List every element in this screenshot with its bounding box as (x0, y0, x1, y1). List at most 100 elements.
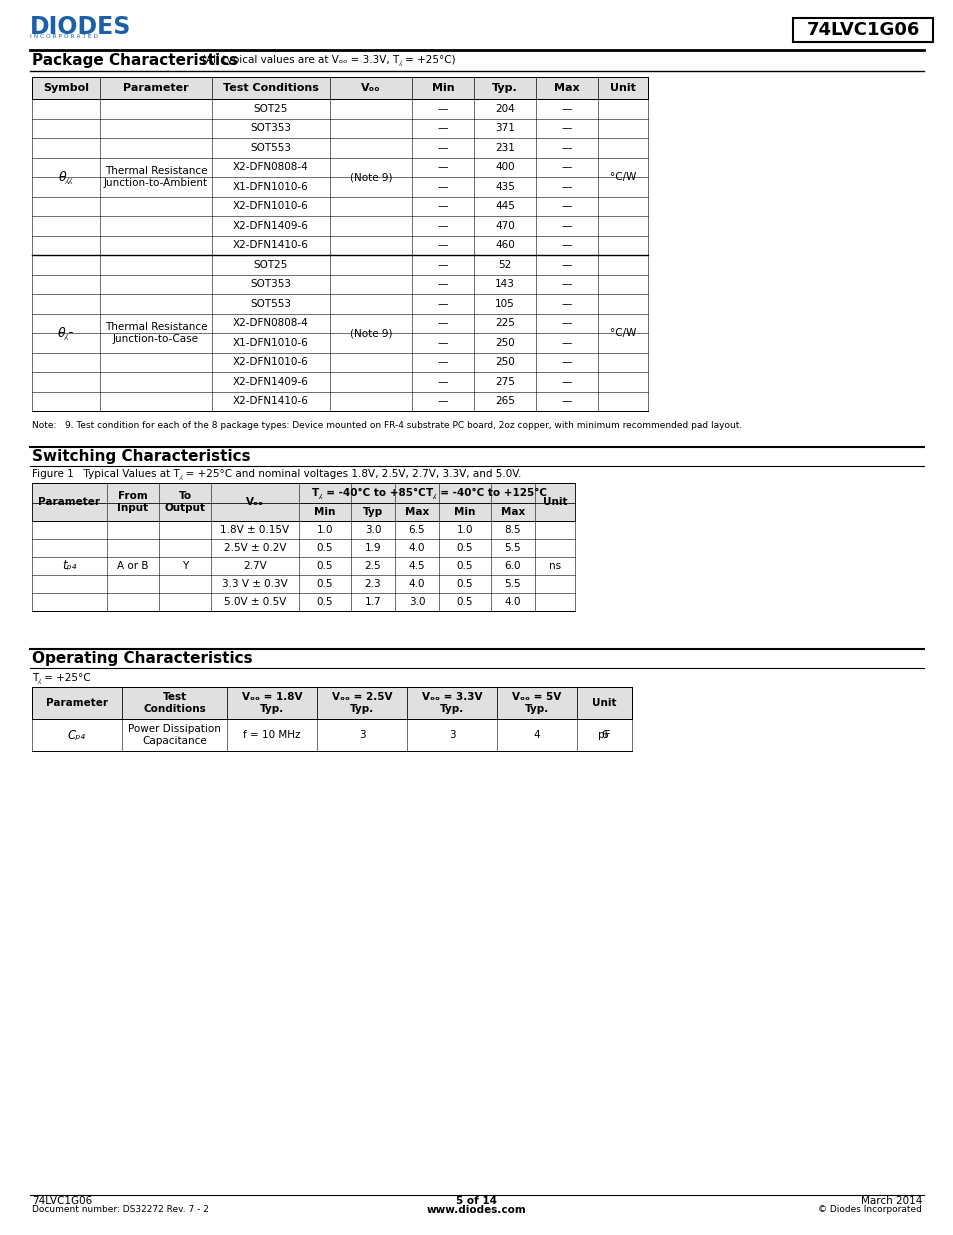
Text: —: — (437, 357, 448, 367)
Text: 3.3 V ± 0.3V: 3.3 V ± 0.3V (222, 579, 288, 589)
Text: Typ.: Typ. (492, 83, 517, 93)
Bar (32, 687, 631, 719)
Text: 3.0: 3.0 (408, 597, 425, 606)
Text: Y: Y (182, 561, 188, 571)
Text: X1-DFN1010-6: X1-DFN1010-6 (233, 337, 309, 348)
Text: Cₚ₄: Cₚ₄ (68, 729, 86, 741)
Text: Typ: Typ (362, 508, 383, 517)
Text: SOT25: SOT25 (253, 259, 288, 269)
Text: —: — (437, 337, 448, 348)
Text: Figure 1   Typical Values at T⁁ = +25°C and nominal voltages 1.8V, 2.5V, 2.7V, 3: Figure 1 Typical Values at T⁁ = +25°C an… (32, 469, 521, 480)
Text: ns: ns (548, 561, 560, 571)
Text: 105: 105 (495, 299, 515, 309)
Text: SOT553: SOT553 (251, 299, 292, 309)
Text: —: — (437, 319, 448, 329)
Text: tₚ₄: tₚ₄ (62, 559, 76, 573)
Text: Package Characteristics: Package Characteristics (32, 53, 238, 68)
Text: Min: Min (432, 83, 454, 93)
Text: Junction-to-Ambient: Junction-to-Ambient (104, 178, 208, 188)
Text: (All typical values are at Vₒₒ = 3.3V, T⁁ = +25°C): (All typical values are at Vₒₒ = 3.3V, T… (202, 56, 456, 67)
Text: 275: 275 (495, 377, 515, 387)
Text: —: — (561, 201, 572, 211)
Text: 5.0V ± 0.5V: 5.0V ± 0.5V (224, 597, 286, 606)
Text: Vₒₒ = 2.5V
Typ.: Vₒₒ = 2.5V Typ. (332, 692, 392, 714)
Text: —: — (437, 124, 448, 133)
Text: —: — (561, 124, 572, 133)
Text: 74LVC1G06: 74LVC1G06 (32, 1195, 92, 1207)
Text: 1.7: 1.7 (364, 597, 381, 606)
Text: —: — (561, 377, 572, 387)
Text: X2-DFN1010-6: X2-DFN1010-6 (233, 201, 309, 211)
Text: —: — (561, 259, 572, 269)
Bar (792, 19, 932, 42)
Text: —: — (561, 279, 572, 289)
Text: 250: 250 (495, 357, 515, 367)
Text: 265: 265 (495, 396, 515, 406)
Text: Junction-to-Case: Junction-to-Case (112, 333, 199, 343)
Text: —: — (437, 143, 448, 153)
Text: —: — (561, 182, 572, 191)
Text: —: — (561, 104, 572, 114)
Text: Max: Max (500, 508, 524, 517)
Text: —: — (561, 299, 572, 309)
Text: —: — (437, 241, 448, 251)
Text: —: — (437, 299, 448, 309)
Text: Max: Max (554, 83, 579, 93)
Text: Operating Characteristics: Operating Characteristics (32, 651, 253, 666)
Text: Vₒₒ = 3.3V
Typ.: Vₒₒ = 3.3V Typ. (421, 692, 482, 714)
Text: 0.5: 0.5 (316, 543, 333, 553)
Text: —: — (437, 104, 448, 114)
Text: www.diodes.com: www.diodes.com (427, 1205, 526, 1215)
Text: Vₒₒ = 5V
Typ.: Vₒₒ = 5V Typ. (512, 692, 561, 714)
Text: Thermal Resistance: Thermal Resistance (105, 167, 207, 177)
Text: X2-DFN1409-6: X2-DFN1409-6 (233, 221, 309, 231)
Text: 2.3: 2.3 (364, 579, 381, 589)
Text: 1.0: 1.0 (456, 525, 473, 535)
Text: —: — (561, 221, 572, 231)
Text: —: — (561, 319, 572, 329)
Text: 0.5: 0.5 (316, 579, 333, 589)
Text: —: — (561, 162, 572, 172)
Text: 435: 435 (495, 182, 515, 191)
Text: © Diodes Incorporated: © Diodes Incorporated (818, 1205, 921, 1214)
Text: Note:   9. Test condition for each of the 8 package types: Device mounted on FR-: Note: 9. Test condition for each of the … (32, 421, 741, 430)
Text: Vₒₒ: Vₒₒ (246, 496, 264, 508)
Text: 1.0: 1.0 (316, 525, 333, 535)
Text: Parameter: Parameter (123, 83, 189, 93)
Text: Power Dissipation
Capacitance: Power Dissipation Capacitance (128, 724, 221, 746)
Text: X2-DFN1409-6: X2-DFN1409-6 (233, 377, 309, 387)
Text: 5 of 14: 5 of 14 (456, 1195, 497, 1207)
Text: —: — (561, 143, 572, 153)
Text: 400: 400 (495, 162, 515, 172)
Text: Parameter: Parameter (46, 698, 108, 708)
Text: Max: Max (404, 508, 429, 517)
Text: Min: Min (314, 508, 335, 517)
Text: 4.0: 4.0 (504, 597, 520, 606)
Text: (Note 9): (Note 9) (350, 172, 392, 182)
Text: 5.5: 5.5 (504, 543, 520, 553)
Text: Unit: Unit (609, 83, 636, 93)
Text: T⁁ = +25°C: T⁁ = +25°C (32, 673, 91, 683)
Text: SOT353: SOT353 (251, 279, 292, 289)
Text: March 2014: March 2014 (860, 1195, 921, 1207)
Text: Vₒₒ = 1.8V
Typ.: Vₒₒ = 1.8V Typ. (241, 692, 302, 714)
Text: T⁁ = -40°C to +125°C: T⁁ = -40°C to +125°C (426, 488, 547, 499)
Text: 250: 250 (495, 337, 515, 348)
Text: 5.5: 5.5 (504, 579, 520, 589)
Text: 460: 460 (495, 241, 515, 251)
Text: 6: 6 (600, 730, 607, 740)
Text: X2-DFN1410-6: X2-DFN1410-6 (233, 241, 309, 251)
Text: θ⁁⁃: θ⁁⁃ (57, 326, 74, 340)
Text: 225: 225 (495, 319, 515, 329)
Text: 3.0: 3.0 (364, 525, 381, 535)
Text: °C/W: °C/W (609, 172, 636, 182)
Text: 2.7V: 2.7V (243, 561, 267, 571)
Text: —: — (437, 377, 448, 387)
Text: 0.5: 0.5 (316, 597, 333, 606)
Text: 231: 231 (495, 143, 515, 153)
Text: From
Input: From Input (117, 492, 149, 513)
Text: SOT353: SOT353 (251, 124, 292, 133)
Text: 445: 445 (495, 201, 515, 211)
Text: X1-DFN1010-6: X1-DFN1010-6 (233, 182, 309, 191)
Text: 8.5: 8.5 (504, 525, 520, 535)
